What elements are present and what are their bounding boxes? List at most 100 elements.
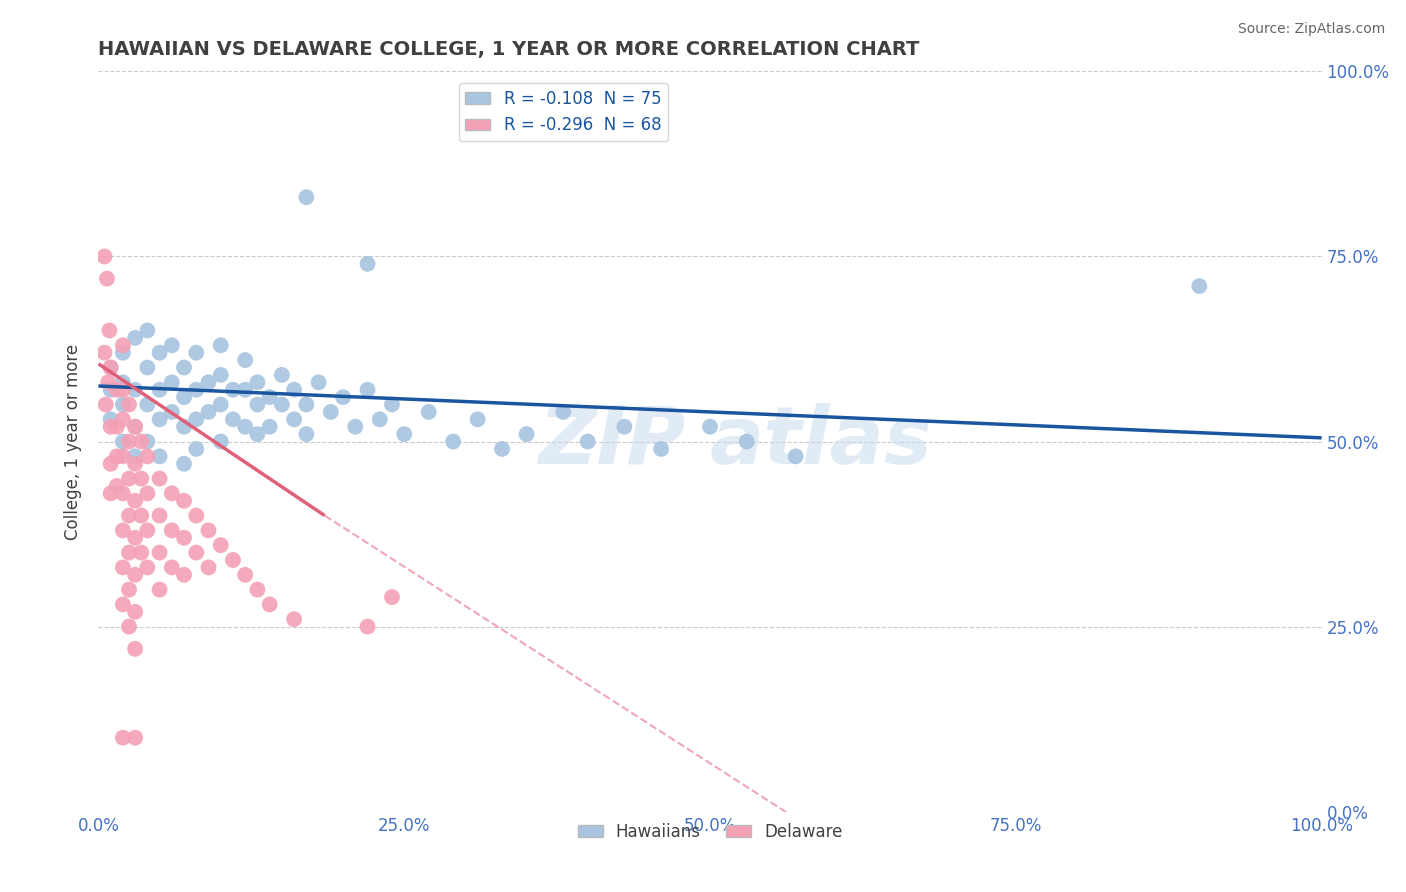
Legend: Hawaiians, Delaware: Hawaiians, Delaware [571,816,849,847]
Point [111,434,134,449]
Point [613,419,636,434]
Point [111,560,134,574]
Point [173,390,195,404]
Point [118,508,141,523]
Point [160,405,183,419]
Point [173,419,195,434]
Point [392,427,416,442]
Point [160,524,183,538]
Point [118,398,141,412]
Point [124,450,146,464]
Point [118,546,141,560]
Point [233,567,256,582]
Point [319,405,342,419]
Point [233,419,256,434]
Point [1188,279,1211,293]
Point [93,345,115,359]
Point [100,383,122,397]
Point [149,508,172,523]
Point [111,383,134,397]
Point [576,434,599,449]
Point [124,641,146,656]
Point [197,376,219,390]
Point [100,457,122,471]
Point [270,368,294,382]
Point [100,360,122,375]
Point [100,419,122,434]
Point [209,538,232,552]
Point [105,450,128,464]
Text: Source: ZipAtlas.com: Source: ZipAtlas.com [1237,22,1385,37]
Point [124,731,146,745]
Point [186,383,208,397]
Point [105,419,128,434]
Point [124,531,146,545]
Point [491,442,513,456]
Point [160,376,183,390]
Point [467,412,489,426]
Point [173,567,195,582]
Point [209,368,232,382]
Point [136,524,159,538]
Point [381,590,404,604]
Point [124,493,146,508]
Point [100,486,122,500]
Point [699,419,721,434]
Point [332,390,354,404]
Point [93,250,115,264]
Point [96,271,118,285]
Point [173,493,195,508]
Point [111,338,134,352]
Point [118,619,141,633]
Point [270,398,294,412]
Point [111,524,134,538]
Point [186,508,208,523]
Point [283,383,305,397]
Point [246,582,269,597]
Point [136,324,159,338]
Point [124,419,146,434]
Point [149,582,172,597]
Point [111,486,134,500]
Point [553,405,575,419]
Point [118,582,141,597]
Point [246,427,269,442]
Point [124,331,146,345]
Point [418,405,440,419]
Point [173,531,195,545]
Point [381,398,404,412]
Point [118,434,141,449]
Point [149,412,172,426]
Point [295,398,318,412]
Point [308,376,330,390]
Point [111,450,134,464]
Point [186,345,208,359]
Point [259,598,281,612]
Point [283,412,305,426]
Point [246,376,269,390]
Point [111,376,134,390]
Point [197,560,219,574]
Point [111,345,134,359]
Point [136,486,159,500]
Point [344,419,367,434]
Point [160,338,183,352]
Point [209,434,232,449]
Point [97,376,120,390]
Point [197,524,219,538]
Point [118,471,141,485]
Point [129,508,152,523]
Point [233,383,256,397]
Point [515,427,537,442]
Point [368,412,391,426]
Point [222,383,245,397]
Point [222,553,245,567]
Point [295,190,318,204]
Point [129,471,152,485]
Point [283,612,305,626]
Y-axis label: College, 1 year or more: College, 1 year or more [65,343,83,540]
Point [173,360,195,375]
Point [356,619,378,633]
Point [160,486,183,500]
Point [209,398,232,412]
